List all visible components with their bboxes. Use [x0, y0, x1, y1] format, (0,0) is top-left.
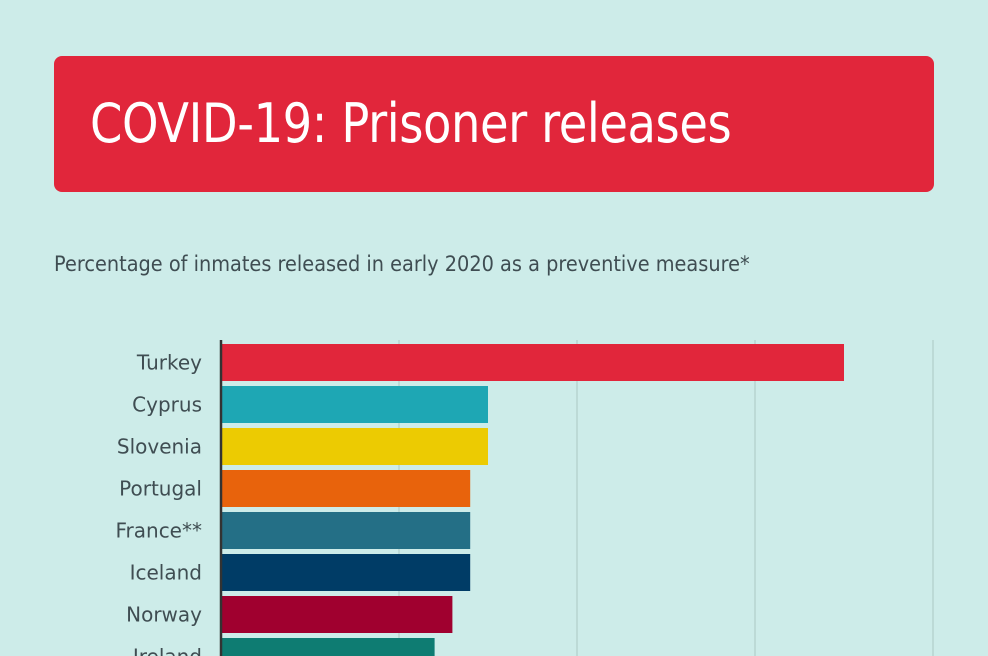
bar-norway — [221, 596, 453, 633]
bar-slovenia — [221, 428, 488, 465]
category-label: France** — [115, 519, 202, 543]
bar-portugal — [221, 470, 471, 507]
title-banner: COVID-19: Prisoner releases — [54, 56, 934, 192]
chart-subtitle: Percentage of inmates released in early … — [54, 252, 750, 276]
category-label: Iceland — [130, 561, 202, 585]
chart-title: COVID-19: Prisoner releases — [90, 92, 732, 155]
category-label: Turkey — [136, 351, 202, 375]
category-label: Slovenia — [117, 435, 202, 459]
bar-iceland — [221, 554, 471, 591]
bar-ireland — [221, 638, 435, 656]
bar-turkey — [221, 344, 844, 381]
category-label: Ireland — [133, 645, 202, 656]
category-label: Portugal — [119, 477, 202, 501]
bar-chart: Turkey Cyprus Slovenia Portugal France** Icel… — [115, 340, 934, 656]
category-label: Cyprus — [132, 393, 202, 417]
bar-france — [221, 512, 471, 549]
bar-cyprus — [221, 386, 488, 423]
category-label: Norway — [126, 603, 202, 627]
